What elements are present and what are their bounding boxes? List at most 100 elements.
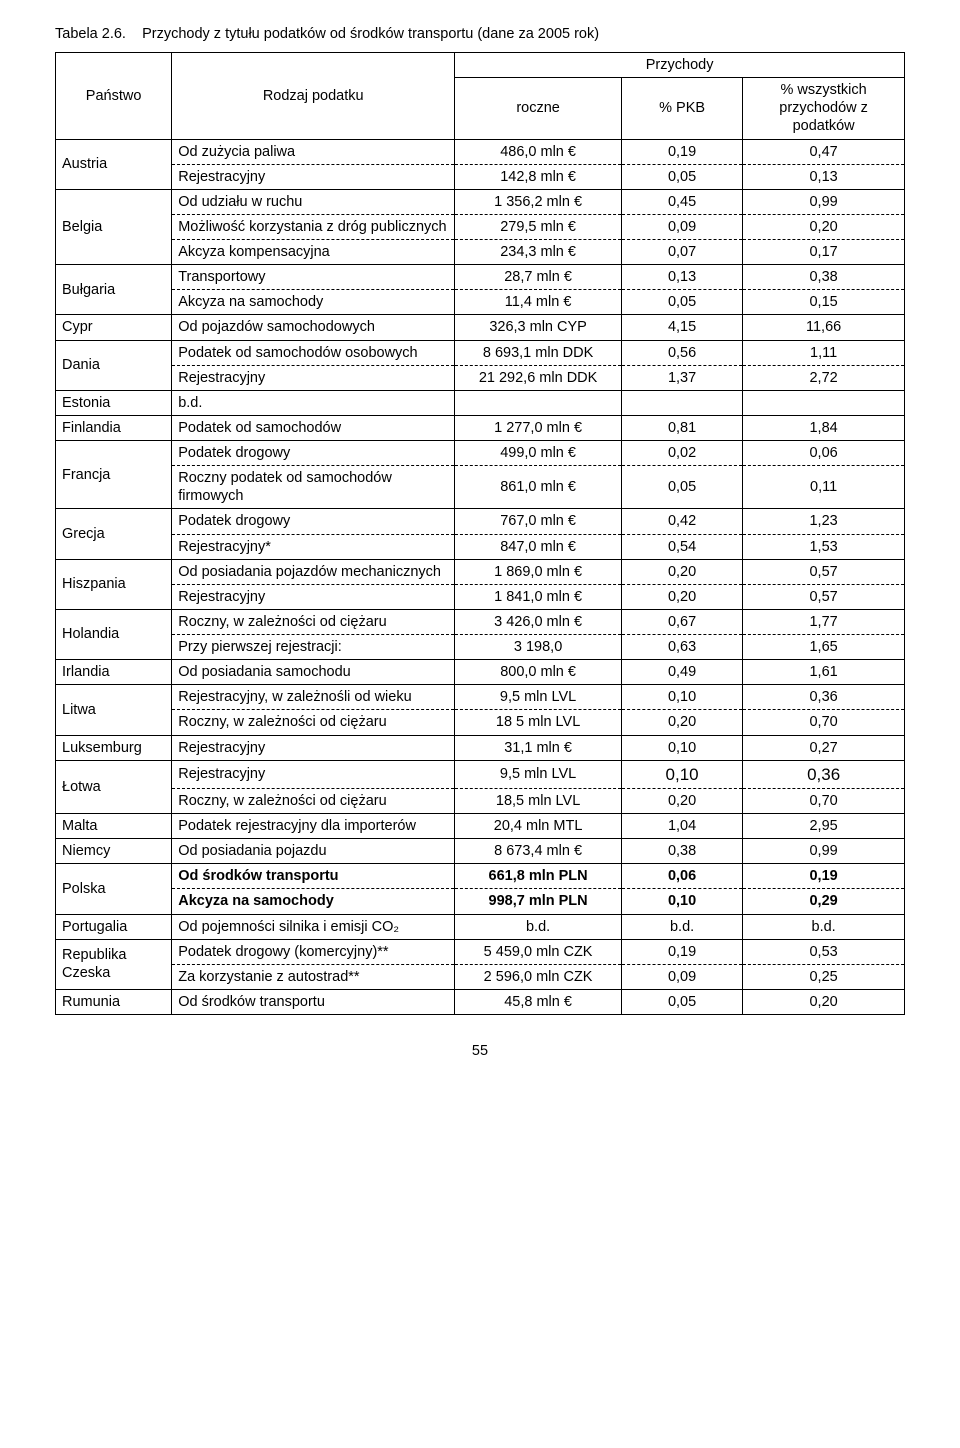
value-cell: 0,09 <box>621 964 742 989</box>
value-cell: 499,0 mln € <box>455 441 622 466</box>
value-cell: 1,84 <box>743 415 905 440</box>
table-row: Możliwość korzystania z dróg publicznych… <box>56 214 905 239</box>
value-cell: 0,19 <box>621 139 742 164</box>
value-cell: 234,3 mln € <box>455 240 622 265</box>
value-cell: 0,05 <box>621 989 742 1014</box>
tax-cell: Akcyza na samochody <box>172 889 455 914</box>
table-row: Akcyza na samochody998,7 mln PLN0,100,29 <box>56 889 905 914</box>
table-row: Rejestracyjny1 841,0 mln €0,200,57 <box>56 584 905 609</box>
value-cell: 9,5 mln LVL <box>455 760 622 788</box>
tax-cell: Rejestracyjny <box>172 365 455 390</box>
tax-cell: Od środków transportu <box>172 989 455 1014</box>
tax-cell: Od pojazdów samochodowych <box>172 315 455 340</box>
value-cell: 0,19 <box>743 864 905 889</box>
value-cell: 847,0 mln € <box>455 534 622 559</box>
revenue-table: Państwo Rodzaj podatku Przychody roczne … <box>55 52 905 1015</box>
value-cell: 9,5 mln LVL <box>455 685 622 710</box>
value-cell: 4,15 <box>621 315 742 340</box>
col-gdp: % PKB <box>621 78 742 139</box>
value-cell: 45,8 mln € <box>455 989 622 1014</box>
value-cell: 0,06 <box>621 864 742 889</box>
value-cell: 1 277,0 mln € <box>455 415 622 440</box>
value-cell: 0,20 <box>621 710 742 735</box>
value-cell: 0,45 <box>621 189 742 214</box>
value-cell: 8 673,4 mln € <box>455 839 622 864</box>
table-row: Roczny, w zależności od ciężaru18,5 mln … <box>56 788 905 813</box>
tax-cell: Od udziału w ruchu <box>172 189 455 214</box>
tax-cell: Od posiadania samochodu <box>172 660 455 685</box>
tax-cell: Roczny, w zależności od ciężaru <box>172 710 455 735</box>
value-cell: 0,05 <box>621 466 742 509</box>
value-cell: 0,42 <box>621 509 742 534</box>
value-cell: 2 596,0 mln CZK <box>455 964 622 989</box>
tax-cell: Od środków transportu <box>172 864 455 889</box>
tax-cell: Od posiadania pojazdu <box>172 839 455 864</box>
tax-cell: Podatek rejestracyjny dla importerów <box>172 814 455 839</box>
table-row: NiemcyOd posiadania pojazdu8 673,4 mln €… <box>56 839 905 864</box>
value-cell: 1,65 <box>743 635 905 660</box>
page-number: 55 <box>55 1043 905 1059</box>
value-cell: 0,70 <box>743 788 905 813</box>
value-cell: 31,1 mln € <box>455 735 622 760</box>
country-cell: Irlandia <box>56 660 172 685</box>
value-cell: 0,05 <box>621 290 742 315</box>
value-cell: 661,8 mln PLN <box>455 864 622 889</box>
tax-cell: Od zużycia paliwa <box>172 139 455 164</box>
table-row: ŁotwaRejestracyjny9,5 mln LVL0,100,36 <box>56 760 905 788</box>
tax-cell: Roczny, w zależności od ciężaru <box>172 609 455 634</box>
table-row: MaltaPodatek rejestracyjny dla importeró… <box>56 814 905 839</box>
value-cell: 0,56 <box>621 340 742 365</box>
tax-cell: Roczny podatek od samochodów firmowych <box>172 466 455 509</box>
value-cell: 1,04 <box>621 814 742 839</box>
table-row: Roczny, w zależności od ciężaru18 5 mln … <box>56 710 905 735</box>
country-cell: Łotwa <box>56 760 172 813</box>
country-cell: Hiszpania <box>56 559 172 609</box>
value-cell: 0,13 <box>743 164 905 189</box>
tax-cell: Podatek drogowy (komercyjny)** <box>172 939 455 964</box>
country-cell: Holandia <box>56 609 172 659</box>
table-row: RumuniaOd środków transportu45,8 mln €0,… <box>56 989 905 1014</box>
value-cell: 0,57 <box>743 584 905 609</box>
table-row: IrlandiaOd posiadania samochodu800,0 mln… <box>56 660 905 685</box>
table-row: Roczny podatek od samochodów firmowych86… <box>56 466 905 509</box>
value-cell: 0,20 <box>621 584 742 609</box>
value-cell: 1 841,0 mln € <box>455 584 622 609</box>
country-cell: Rumunia <box>56 989 172 1014</box>
value-cell: 0,17 <box>743 240 905 265</box>
value-cell: 0,63 <box>621 635 742 660</box>
country-cell: Malta <box>56 814 172 839</box>
value-cell: 0,13 <box>621 265 742 290</box>
table-row: Przy pierwszej rejestracji:3 198,00,631,… <box>56 635 905 660</box>
value-cell: 0,19 <box>621 939 742 964</box>
country-cell: Republika Czeska <box>56 939 172 989</box>
value-cell: 0,47 <box>743 139 905 164</box>
value-cell: 0,36 <box>743 685 905 710</box>
value-cell: 0,10 <box>621 685 742 710</box>
country-cell: Belgia <box>56 189 172 264</box>
value-cell: 3 426,0 mln € <box>455 609 622 634</box>
value-cell: 142,8 mln € <box>455 164 622 189</box>
value-cell: 5 459,0 mln CZK <box>455 939 622 964</box>
value-cell: 0,81 <box>621 415 742 440</box>
table-row: LuksemburgRejestracyjny31,1 mln €0,100,2… <box>56 735 905 760</box>
country-cell: Cypr <box>56 315 172 340</box>
value-cell: 767,0 mln € <box>455 509 622 534</box>
value-cell: 0,07 <box>621 240 742 265</box>
table-row: Akcyza na samochody11,4 mln €0,050,15 <box>56 290 905 315</box>
tax-cell: Rejestracyjny <box>172 760 455 788</box>
table-row: BelgiaOd udziału w ruchu1 356,2 mln €0,4… <box>56 189 905 214</box>
table-row: CyprOd pojazdów samochodowych326,3 mln C… <box>56 315 905 340</box>
table-row: AustriaOd zużycia paliwa486,0 mln €0,190… <box>56 139 905 164</box>
country-cell: Portugalia <box>56 914 172 939</box>
col-all: % wszystkich przychodów z podatków <box>743 78 905 139</box>
value-cell: 1,61 <box>743 660 905 685</box>
value-cell: b.d. <box>621 914 742 939</box>
table-row: PolskaOd środków transportu661,8 mln PLN… <box>56 864 905 889</box>
value-cell: 2,95 <box>743 814 905 839</box>
value-cell: 0,06 <box>743 441 905 466</box>
value-cell: 0,20 <box>743 214 905 239</box>
col-annual: roczne <box>455 78 622 139</box>
value-cell: 0,20 <box>743 989 905 1014</box>
tax-cell: Podatek od samochodów osobowych <box>172 340 455 365</box>
table-row: BułgariaTransportowy28,7 mln €0,130,38 <box>56 265 905 290</box>
